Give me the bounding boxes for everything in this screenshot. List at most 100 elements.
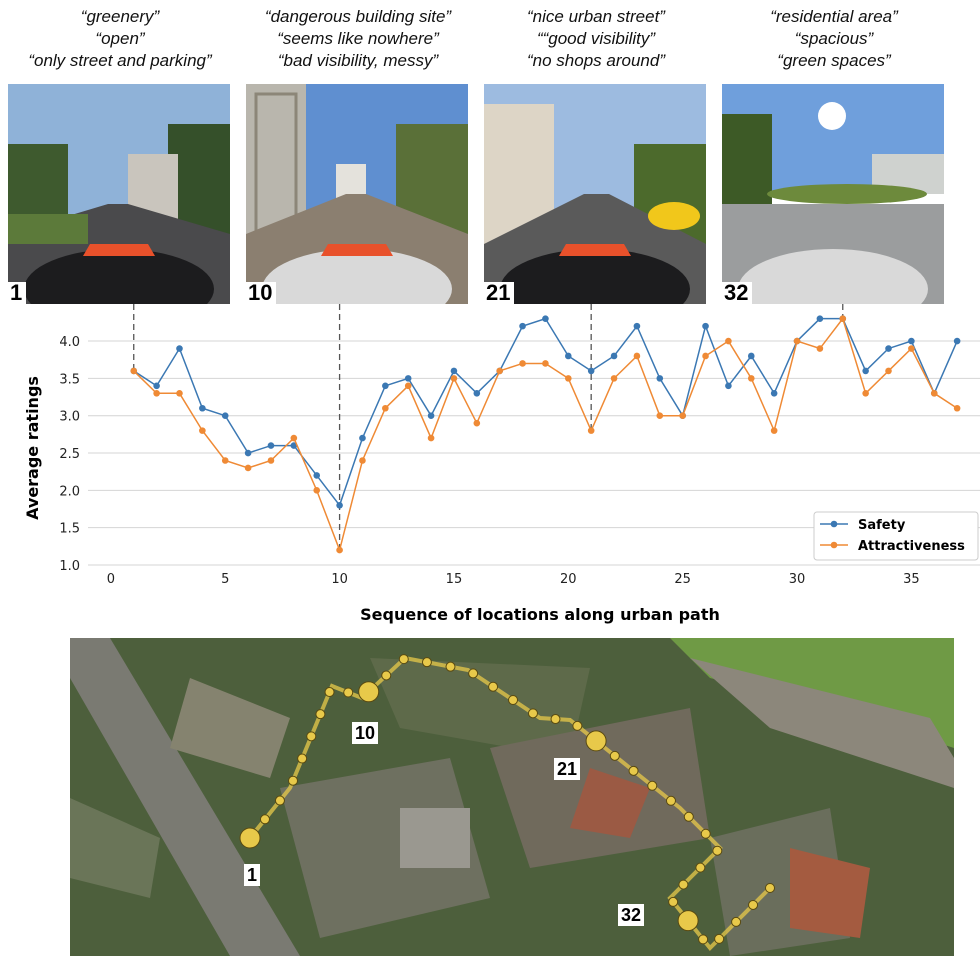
x-axis-label: Sequence of locations along urban path bbox=[360, 605, 720, 624]
data-point bbox=[702, 322, 709, 330]
x-tick-label: 0 bbox=[107, 572, 115, 587]
data-point bbox=[176, 390, 183, 397]
map-marker bbox=[445, 661, 456, 672]
map-marker-large bbox=[239, 827, 261, 849]
map-marker bbox=[678, 879, 689, 890]
caption-location-32: “residential area” “spacious” “green spa… bbox=[714, 6, 954, 72]
x-tick-label: 35 bbox=[903, 572, 920, 587]
drop-lines bbox=[133, 304, 844, 551]
data-point bbox=[953, 337, 961, 345]
map-marker bbox=[468, 668, 479, 679]
data-point bbox=[290, 442, 298, 449]
y-tick-label: 1.0 bbox=[59, 559, 80, 574]
series-group bbox=[130, 315, 961, 554]
caption-line: ““good visibility” bbox=[536, 29, 656, 48]
map-marker bbox=[714, 933, 725, 944]
map-marker bbox=[488, 681, 499, 692]
caption-location-21: “nice urban street” ““good visibility” “… bbox=[476, 6, 716, 72]
caption-line: “residential area” bbox=[770, 7, 898, 26]
y-tick-label: 4.0 bbox=[59, 335, 80, 350]
y-axis-label: Average ratings bbox=[23, 376, 42, 520]
data-point bbox=[244, 464, 252, 472]
map-label-32: 32 bbox=[618, 904, 645, 926]
caption-line: “nice urban street” bbox=[527, 7, 665, 26]
legend: Safety Attractiveness bbox=[813, 511, 979, 561]
data-point bbox=[313, 472, 321, 479]
map-marker bbox=[698, 934, 709, 945]
data-point bbox=[336, 546, 343, 554]
data-point bbox=[359, 457, 366, 464]
caption-line: “dangerous building site” bbox=[264, 7, 452, 26]
map-marker bbox=[381, 670, 392, 681]
data-point bbox=[725, 337, 732, 345]
data-point bbox=[153, 390, 160, 397]
map-marker bbox=[668, 896, 679, 907]
data-point bbox=[542, 360, 549, 367]
data-point bbox=[267, 442, 275, 449]
data-point bbox=[519, 322, 526, 330]
y-tick-label: 1.5 bbox=[59, 522, 80, 537]
caption-line: “seems like nowhere” bbox=[277, 29, 439, 48]
data-point bbox=[427, 412, 435, 420]
data-point bbox=[587, 367, 595, 375]
map-marker bbox=[288, 775, 299, 786]
map-marker bbox=[259, 814, 270, 825]
data-point bbox=[199, 427, 206, 434]
caption-location-1: “greenery” “open” “only street and parki… bbox=[0, 6, 240, 72]
photo-label: 21 bbox=[484, 282, 515, 304]
data-point bbox=[885, 367, 892, 375]
map-marker bbox=[609, 750, 620, 761]
data-point bbox=[885, 345, 892, 352]
map-label-1: 1 bbox=[244, 864, 261, 886]
data-point bbox=[725, 382, 732, 390]
caption-line: “no shops around” bbox=[527, 51, 665, 70]
data-point bbox=[747, 375, 755, 382]
map-marker bbox=[748, 899, 759, 910]
map-marker bbox=[527, 708, 538, 719]
map-marker bbox=[712, 845, 723, 856]
map-marker bbox=[324, 687, 335, 698]
data-point bbox=[633, 322, 641, 330]
data-point bbox=[221, 457, 229, 464]
caption-line: “bad visibility, messy” bbox=[277, 51, 439, 70]
data-point bbox=[565, 352, 572, 360]
data-point bbox=[633, 352, 641, 360]
data-point bbox=[770, 390, 778, 397]
map-marker-large bbox=[677, 910, 699, 932]
map-marker bbox=[508, 695, 519, 706]
data-point bbox=[359, 434, 366, 442]
x-tick-label: 5 bbox=[221, 572, 229, 587]
data-point bbox=[770, 427, 778, 434]
map-marker bbox=[343, 687, 354, 698]
data-point bbox=[908, 345, 915, 352]
data-point bbox=[519, 360, 526, 367]
y-tick-label: 2.5 bbox=[59, 447, 80, 462]
data-point bbox=[953, 404, 961, 412]
data-point bbox=[747, 352, 755, 360]
data-point bbox=[473, 419, 481, 427]
ratings-chart: 1.0 1.5 2.0 2.5 3.0 3.5 4.0 0 5 10 15 20 25 30 35 Aver… bbox=[23, 304, 980, 624]
data-point bbox=[450, 367, 458, 375]
data-point bbox=[862, 367, 869, 375]
data-point bbox=[587, 427, 595, 434]
data-point bbox=[427, 434, 435, 442]
map-marker bbox=[572, 720, 583, 731]
map-marker bbox=[647, 780, 658, 791]
map-marker-large bbox=[585, 730, 607, 752]
data-point bbox=[199, 404, 206, 412]
map-marker bbox=[550, 714, 561, 725]
caption-line: “open” bbox=[95, 29, 145, 48]
data-point bbox=[702, 352, 709, 360]
street-photo-32: 32 bbox=[722, 84, 944, 304]
map-marker bbox=[421, 657, 432, 668]
data-point bbox=[793, 337, 801, 345]
data-point bbox=[404, 382, 412, 390]
data-point bbox=[862, 390, 869, 397]
caption-line: “green spaces” bbox=[777, 51, 891, 70]
data-point bbox=[382, 382, 389, 390]
caption-location-10: “dangerous building site” “seems like no… bbox=[238, 6, 478, 72]
data-point bbox=[290, 434, 298, 442]
data-point bbox=[565, 375, 572, 382]
data-point bbox=[656, 412, 664, 420]
x-tick-label: 15 bbox=[446, 572, 463, 587]
